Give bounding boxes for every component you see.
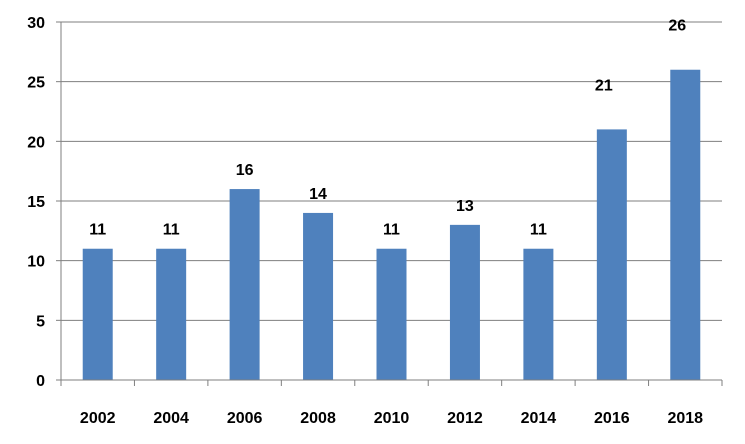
bar-2014 [523, 248, 554, 380]
bar-2010 [376, 248, 407, 380]
bar-2016 [596, 129, 627, 380]
x-tick-label: 2004 [153, 410, 189, 427]
x-tick-label: 2008 [300, 410, 336, 427]
bar-2002 [82, 248, 113, 380]
y-tick-labels: 0 5 10 15 20 25 30 [27, 15, 45, 390]
y-tick-label: 30 [27, 15, 45, 32]
axes [56, 21, 723, 386]
x-tick-label: 2006 [227, 410, 263, 427]
data-label-2002: 11 [89, 222, 106, 239]
x-tick-label: 2016 [594, 410, 630, 427]
y-tick-label: 10 [27, 254, 45, 271]
data-label-2008: 14 [309, 186, 327, 203]
data-label-2014: 11 [530, 222, 547, 239]
data-label-2010: 11 [383, 222, 400, 239]
y-tick-label: 20 [27, 134, 45, 151]
bar-2012 [449, 224, 480, 380]
y-tick-label: 15 [27, 194, 45, 211]
data-label-2004: 11 [163, 222, 180, 239]
x-tick-label: 2012 [447, 410, 483, 427]
y-tick-label: 25 [27, 75, 45, 92]
data-label-2016: 21 [595, 77, 613, 94]
x-tick-label: 2002 [80, 410, 116, 427]
x-tick-label: 2018 [667, 410, 703, 427]
bar-2018 [670, 69, 701, 380]
y-tick-label: 0 [36, 373, 45, 390]
x-tick-label: 2014 [521, 410, 557, 427]
x-tick-label: 2010 [374, 410, 410, 427]
bar-2004 [156, 248, 187, 380]
y-tick-label: 5 [36, 313, 45, 330]
x-tick-labels: 2002 2004 2006 2008 2010 2012 2014 2016 2018 [80, 410, 703, 427]
data-label-2012: 13 [456, 198, 474, 215]
data-label-2018: 26 [668, 18, 686, 35]
bar-2008 [303, 212, 334, 380]
data-label-2006: 16 [236, 162, 254, 179]
bars [82, 69, 701, 380]
bar-2006 [229, 189, 260, 380]
data-labels: 11 11 16 14 11 13 11 21 26 [89, 18, 686, 239]
